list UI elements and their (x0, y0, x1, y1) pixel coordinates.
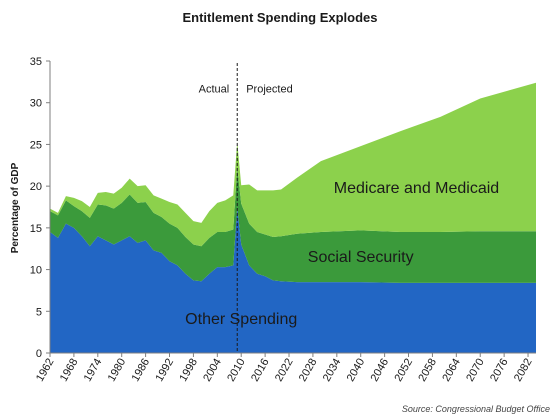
y-tick-label: 5 (36, 306, 42, 318)
actual-projected-divider: Actual Projected (199, 63, 293, 353)
y-tick-label: 25 (30, 139, 42, 151)
x-tick-label: 2076 (488, 356, 511, 383)
x-tick-label: 1980 (106, 357, 129, 384)
x-ticks: 1962 1968 1974 1980 1986 1992 1998 2004 2010 2016… (34, 353, 535, 384)
x-tick-label: 2016 (249, 357, 272, 384)
x-tick-label: 2052 (392, 357, 415, 384)
area-label-medicare-and-medicaid: Medicare and Medicaid (334, 180, 499, 197)
x-tick-label: 2040 (345, 357, 368, 384)
x-tick-label: 1962 (34, 357, 57, 384)
x-tick-label: 2082 (512, 357, 535, 384)
actual-label: Actual (199, 84, 230, 96)
area-labels: Other Spending Social Security Medicare an… (185, 180, 499, 328)
area-medicare-and-medicaid (50, 82, 536, 247)
x-tick-label: 1968 (58, 357, 81, 384)
y-axis-label: Percentage of GDP (10, 162, 21, 253)
source-note: Source: Congressional Budget Office (402, 404, 550, 414)
projected-label: Projected (246, 84, 292, 96)
y-tick-label: 0 (36, 348, 42, 360)
x-tick-label: 2004 (201, 357, 224, 384)
y-tick-label: 30 (30, 98, 42, 110)
axes (49, 61, 536, 354)
stacked-areas (50, 82, 536, 353)
x-tick-label: 2046 (369, 357, 392, 384)
x-tick-label: 1992 (153, 357, 176, 384)
area-label-social-security: Social Security (308, 249, 414, 266)
y-tick-label: 15 (30, 223, 42, 235)
y-tick-label: 35 (30, 56, 42, 68)
x-tick-label: 1986 (130, 357, 153, 384)
x-tick-label: 2064 (440, 357, 463, 384)
area-other-spending (50, 207, 536, 353)
y-tick-label: 20 (30, 181, 42, 193)
area-social-security (50, 166, 536, 283)
y-ticks: 0 5 10 15 20 25 30 35 (30, 56, 50, 360)
x-tick-label: 1974 (82, 357, 105, 384)
x-tick-label: 2070 (464, 357, 487, 384)
x-tick-label: 2028 (297, 357, 320, 384)
x-tick-label: 1998 (177, 357, 200, 384)
chart-title: Entitlement Spending Explodes (182, 10, 377, 25)
x-tick-label: 2010 (225, 357, 248, 384)
y-tick-label: 10 (30, 265, 42, 277)
area-label-other-spending: Other Spending (185, 311, 297, 328)
x-tick-label: 2034 (321, 357, 344, 384)
x-tick-label: 2058 (416, 357, 439, 384)
x-tick-label: 2022 (273, 357, 296, 384)
